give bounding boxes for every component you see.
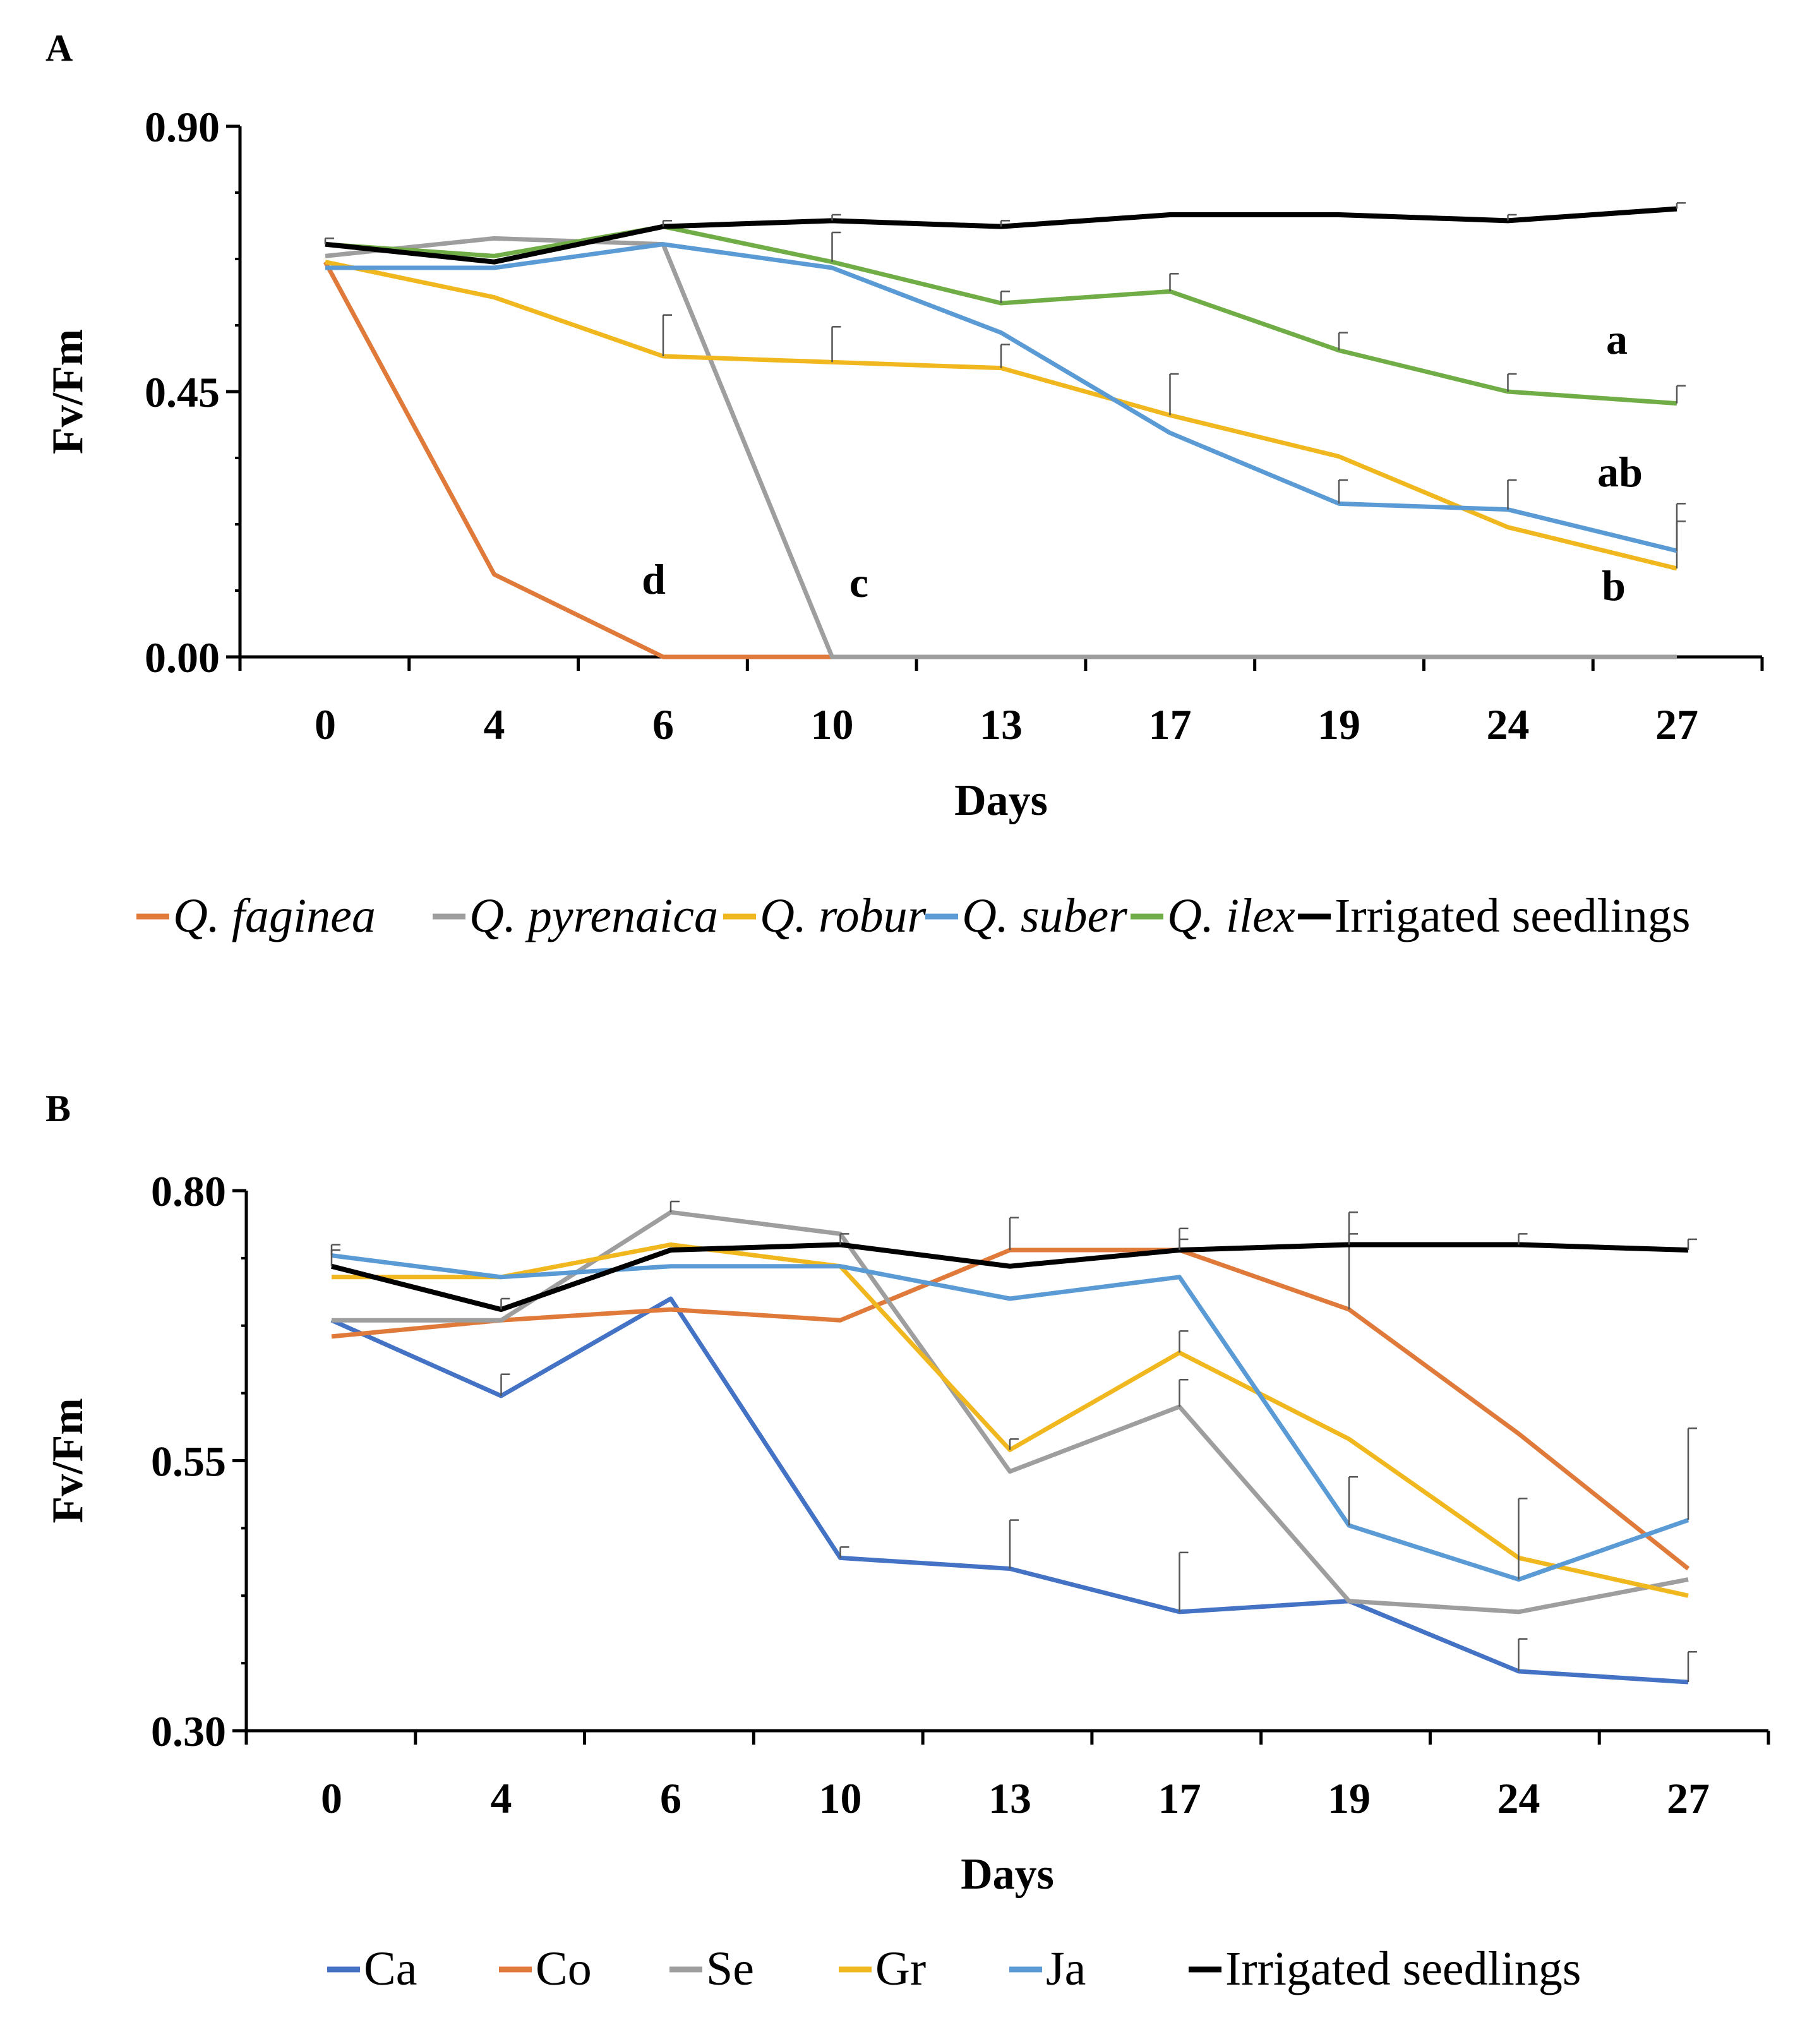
panel-b-x-tick-label: 27 [1667,1774,1710,1822]
panel-b-series-ja-line [331,1253,1689,1582]
panel-a-x-tick-label: 13 [980,700,1023,748]
panel-a-x-tick-label: 17 [1149,700,1192,748]
panel-a-chart: 0.00 0.45 0.90 0 4 6 10 13 17 19 24 27 Days Fv/Fm a ab b… [44,103,1764,942]
panel-a-legend-label-q-ilex: Q. ilex [1167,889,1295,942]
panel-a-x-tick-label: 24 [1487,700,1530,748]
panel-b-y-tick-label: 0.30 [151,1707,226,1755]
panel-a-label: A [45,27,73,69]
panel-a-x-tick-label: 10 [811,700,854,748]
panel-b-legend-label-irrigated-seedlings: Irrigated seedlings [1225,1942,1581,1995]
panel-a-series-q-suber-line [325,242,1677,553]
panel-a-legend-label-q-pyrenaica: Q. pyrenaica [469,889,718,942]
panel-a-legend-label-q-faginea: Q. faginea [173,889,376,942]
panel-b-x-axis-title: Days [961,1850,1054,1899]
panel-b-y-axis-title: Fv/Fm [44,1398,92,1523]
panel-a-y-tick-label: 0.00 [145,634,220,682]
panel-a-y-tick-label: 0.90 [145,103,220,151]
panel-b-x-tick-label: 4 [491,1774,512,1822]
panel-b-x-tick-label: 6 [660,1774,681,1822]
panel-a-x-tick-label: 6 [652,700,674,748]
panel-a-y-axis-title: Fv/Fm [44,329,92,454]
panel-a-x-tick-label: 19 [1317,700,1360,748]
panel-b-y-tick-label: 0.80 [151,1167,226,1215]
panel-a-annotation-c: c [849,558,868,606]
panel-a-x-tick-label: 0 [315,700,336,748]
panel-b-legend-label-co: Co [536,1942,592,1995]
panel-a-y-tick-label: 0.45 [145,368,220,416]
panel-a-x-axis-title: Days [954,776,1048,825]
panel-b-x-tick-label: 13 [988,1774,1031,1822]
panel-b-x-tick-label: 24 [1497,1774,1540,1822]
panel-a-series-q-faginea-line [323,261,832,659]
panel-a-annotation-d: d [642,555,666,603]
panel-b-x-tick-label: 10 [819,1774,862,1822]
panel-b-x-tick-label: 0 [321,1774,342,1822]
panel-b-series-ca-line [330,1296,1689,1685]
panel-b-x-tick-label: 19 [1328,1774,1371,1822]
panel-a-annotation-ab: ab [1597,448,1643,496]
panel-b-y-tick-label: 0.55 [151,1438,226,1486]
panel-b-legend-label-se: Se [706,1942,754,1995]
panel-b-chart: 0.30 0.55 0.80 0 4 6 10 13 17 19 24 27 Days Fv/Fm Ca Co… [44,1167,1770,1995]
panel-a-annotation-b: b [1602,562,1626,610]
panel-b-legend-label-ca: Ca [364,1942,417,1995]
panel-b-label: B [45,1088,71,1129]
panel-a-series-q-robur-line [325,260,1677,571]
panel-a-x-tick-label: 27 [1655,700,1698,748]
panel-b-legend-label-ja: Ja [1046,1942,1086,1995]
panel-b-series-se-line [332,1210,1689,1614]
panel-a-series-irrigated-seedlings-line [325,206,1677,265]
panel-b-x-tick-label: 17 [1158,1774,1201,1822]
panel-b-series-irrigated-seedlings-line [331,1242,1689,1313]
panel-a-legend-label-q-suber: Q. suber [962,889,1127,942]
panel-a-legend-label-irrigated-seedlings: Irrigated seedlings [1335,889,1690,942]
panel-a-x-tick-label: 4 [484,700,505,748]
panel-b-legend-label-gr: Gr [875,1942,926,1995]
panel-a-annotation-a: a [1606,315,1628,363]
panel-a-series-q-pyrenaica-line [325,236,1677,659]
panel-a-legend-label-q-robur: Q. robur [760,889,927,942]
